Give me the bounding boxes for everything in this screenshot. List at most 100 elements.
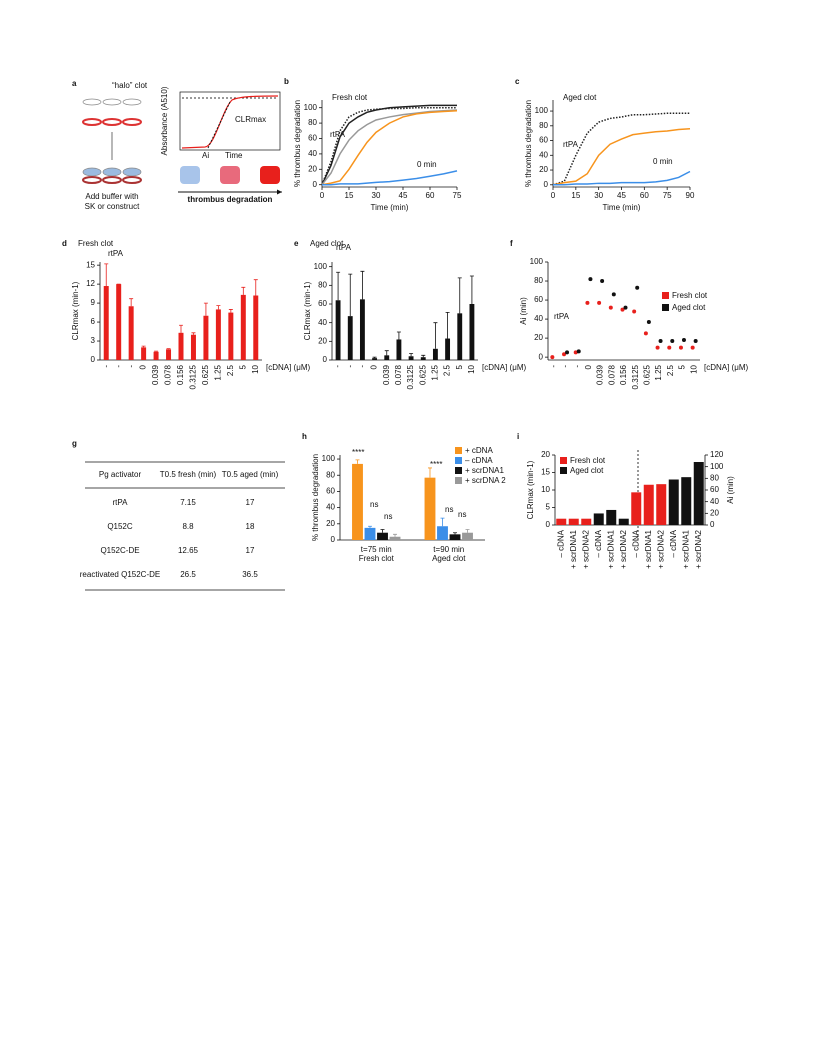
bar	[462, 532, 473, 540]
x-tick-label: 0.3125	[631, 364, 640, 389]
x-tick-label: 15	[345, 191, 354, 200]
series-line	[321, 110, 458, 186]
y-tick-label: 6	[91, 317, 96, 326]
x-axis-label: [cDNA] (μM)	[266, 363, 310, 372]
annotation: 0 min	[417, 160, 437, 169]
point	[597, 300, 602, 305]
bar	[116, 284, 122, 360]
bar	[240, 294, 246, 360]
error-bar	[440, 517, 445, 527]
error-bar	[427, 467, 432, 478]
legend-label: – cDNA	[465, 456, 493, 465]
bar	[668, 479, 679, 525]
point	[632, 309, 637, 314]
y-tick-label: 80	[326, 470, 335, 479]
annotation: rtPA	[330, 130, 346, 139]
bar	[593, 513, 604, 525]
legend-swatch	[662, 292, 669, 299]
y2-tick-label: 20	[710, 508, 719, 517]
annotation: rtPA	[554, 312, 570, 321]
x-tick-label: -	[572, 365, 581, 368]
x-tick-label: 45	[399, 191, 408, 200]
y2-tick-label: 120	[710, 450, 724, 459]
x-axis-label: Time	[225, 151, 243, 160]
error-bar	[348, 273, 353, 317]
y-tick-label: 15	[541, 468, 550, 477]
curve	[181, 95, 279, 149]
y-tick-label: 60	[539, 136, 548, 145]
y2-tick-label: 100	[710, 462, 724, 471]
bar	[377, 532, 388, 540]
panel-a: a “halo” clot Add buffer with SK or cons…	[72, 79, 282, 211]
x-tick-label: 0.3125	[406, 364, 415, 389]
table-cell: 26.5	[180, 570, 196, 579]
bar	[424, 477, 436, 540]
error-bar	[384, 350, 389, 356]
bar	[396, 339, 402, 360]
error-bar	[372, 356, 377, 359]
y-axis-label: CLRmax (min-1)	[303, 281, 312, 340]
x-tick-label: 30	[372, 191, 381, 200]
y-tick-label: 0	[544, 180, 549, 189]
halo-title: “halo” clot	[112, 81, 148, 90]
series-line	[553, 170, 691, 186]
y-tick-label: 5	[546, 503, 551, 512]
x-tick-label: 60	[426, 191, 435, 200]
y-axis-label: % thrombus degradation	[293, 100, 302, 187]
table-cell: 17	[246, 498, 255, 507]
x-tick-label: 75	[663, 191, 672, 200]
error-bar	[241, 286, 246, 295]
bar	[335, 300, 341, 360]
point	[635, 285, 640, 290]
point	[655, 345, 660, 350]
bar	[203, 315, 209, 360]
y-tick-label: 40	[534, 314, 543, 323]
error-bar	[380, 529, 385, 533]
bar	[437, 526, 448, 540]
panel-label: h	[302, 432, 307, 441]
bar	[643, 484, 654, 525]
error-bar	[154, 350, 159, 352]
x-tick-label: 10	[251, 364, 260, 373]
caption: Add buffer with	[85, 192, 138, 201]
y-tick-label: 100	[314, 262, 328, 271]
panel-label: i	[517, 432, 519, 441]
y-tick-label: 0	[323, 355, 328, 364]
error-bar	[179, 324, 183, 333]
y-tick-label: 0	[539, 352, 544, 361]
legend-swatch	[662, 304, 669, 311]
annotation: ns	[370, 500, 378, 509]
y-tick-label: 100	[535, 106, 549, 115]
point	[646, 319, 651, 324]
bar	[364, 527, 376, 540]
x-tick-label: + scrDNA1	[681, 529, 690, 568]
point	[690, 345, 695, 350]
table-header: T0.5 fresh (min)	[160, 470, 217, 479]
bar	[347, 316, 353, 360]
point	[678, 345, 683, 350]
y-tick-label: 20	[308, 164, 317, 173]
x-tick-label: 10	[467, 364, 476, 373]
bar	[432, 348, 438, 360]
legend-swatch	[560, 467, 567, 474]
table-cell: 12.65	[178, 546, 199, 555]
point	[681, 338, 686, 343]
series-line	[552, 128, 691, 186]
bar	[606, 509, 617, 525]
table-cell: rtPA	[113, 498, 129, 507]
x-tick-label: 0	[370, 364, 379, 369]
series-line	[321, 106, 457, 185]
y-tick-label: 3	[91, 336, 96, 345]
x-tick-label: – cDNA	[594, 529, 603, 557]
annotation: ns	[445, 505, 453, 514]
x-tick-label: 10	[689, 364, 698, 373]
bar	[656, 484, 667, 525]
y-tick-label: 12	[86, 279, 95, 288]
y-tick-label: 60	[326, 487, 335, 496]
legend-label: + cDNA	[465, 446, 493, 455]
y2-axis-label: Ai (min)	[726, 476, 735, 504]
point	[611, 292, 616, 297]
bar	[445, 338, 451, 360]
x-tick-label: 2.5	[226, 364, 235, 376]
x-tick-label: -	[549, 365, 558, 368]
